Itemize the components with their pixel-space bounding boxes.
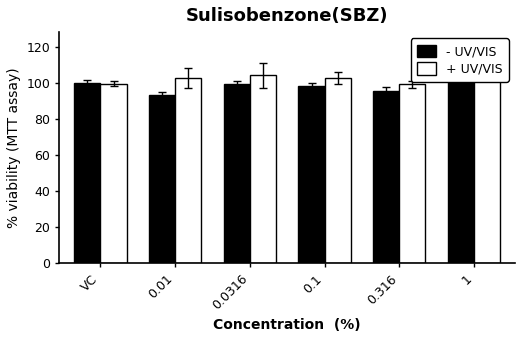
Bar	[399, 84, 425, 263]
Bar	[474, 68, 500, 263]
Bar	[74, 83, 101, 263]
Bar	[250, 76, 276, 263]
Bar	[101, 84, 127, 263]
Bar	[299, 86, 325, 263]
Bar	[149, 95, 175, 263]
Bar	[373, 91, 399, 263]
Title: Sulisobenzone(SBZ): Sulisobenzone(SBZ)	[186, 7, 388, 25]
Bar	[224, 84, 250, 263]
Y-axis label: % viability (MTT assay): % viability (MTT assay)	[7, 67, 21, 228]
X-axis label: Concentration  (%): Concentration (%)	[213, 318, 361, 332]
Bar	[175, 78, 201, 263]
Bar	[325, 78, 351, 263]
Legend: - UV/VIS, + UV/VIS: - UV/VIS, + UV/VIS	[411, 38, 509, 82]
Bar	[448, 77, 474, 263]
